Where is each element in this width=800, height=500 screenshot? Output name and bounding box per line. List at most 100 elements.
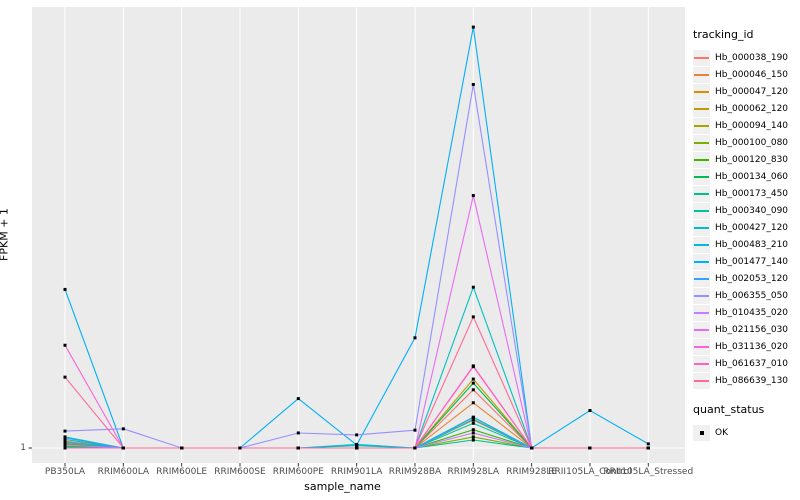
legend-item-Hb_001477_140: Hb_001477_140 (693, 253, 799, 270)
data-point-marker (355, 443, 359, 447)
data-point-marker (471, 415, 475, 419)
y-axis-title: FPKM + 1 (0, 208, 11, 261)
data-point-marker (180, 446, 184, 450)
data-point-marker (63, 437, 67, 441)
legend-key-line (694, 209, 709, 212)
data-point-marker (646, 446, 650, 450)
data-point-marker (588, 446, 592, 450)
legend-item-label: Hb_000173_450 (715, 188, 789, 199)
legend-item-label: Hb_010435_020 (715, 307, 789, 318)
data-point-marker (471, 381, 475, 385)
legend-item-Hb_010435_020: Hb_010435_020 (693, 304, 799, 321)
legend-item-label: Hb_000046_150 (715, 69, 789, 80)
legend-key-line (694, 260, 709, 263)
legend-key-swatch (693, 338, 710, 355)
square-point-icon (699, 430, 704, 435)
legend-item-Hb_000047_120: Hb_000047_120 (693, 83, 799, 100)
legend-key-line (694, 311, 709, 314)
point-legend-items: OK (693, 424, 799, 441)
legend-item-Hb_000134_060: Hb_000134_060 (693, 168, 799, 185)
data-point-marker (121, 427, 125, 431)
point-legend-item-label: OK (715, 427, 728, 438)
y-tick-label: 1 (20, 443, 26, 453)
data-point-marker (646, 442, 650, 446)
legend-item-label: Hb_002053_120 (715, 273, 789, 284)
legend-key-line (694, 362, 709, 365)
legend-key-swatch (693, 66, 710, 83)
data-point-marker (471, 82, 475, 86)
x-tick-label-RRIM928BA: RRIM928BA (388, 467, 442, 477)
legend-key-line (694, 175, 709, 178)
legend-item-Hb_000094_140: Hb_000094_140 (693, 117, 799, 134)
legend-key-line (694, 243, 709, 246)
data-point-marker (413, 336, 417, 340)
legend-key-swatch (693, 100, 710, 117)
data-point-marker (471, 417, 475, 421)
data-point-marker (63, 429, 67, 433)
data-point-marker (471, 428, 475, 432)
legend-item-label: Hb_006355_050 (715, 290, 789, 301)
legend-item-Hb_021156_030: Hb_021156_030 (693, 321, 799, 338)
legend-key-line (694, 56, 709, 59)
point-legend: quant_status OK (693, 403, 799, 441)
legend-item-label: Hb_031136_020 (715, 341, 789, 352)
legend-item-Hb_000483_210: Hb_000483_210 (693, 236, 799, 253)
legend-item-label: Hb_000062_120 (715, 103, 789, 114)
legend-key-line (694, 90, 709, 93)
legend-item-Hb_000173_450: Hb_000173_450 (693, 185, 799, 202)
data-point-marker (63, 375, 67, 379)
legend-key-line (694, 107, 709, 110)
legend-item-label: Hb_000134_060 (715, 171, 789, 182)
legend-key-swatch (693, 134, 710, 151)
legend-key-line (694, 192, 709, 195)
data-point-marker (588, 409, 592, 413)
legend-key-swatch (693, 185, 710, 202)
legend-key-line (694, 226, 709, 229)
data-point-marker (63, 436, 67, 440)
legend-item-label: Hb_086639_130 (715, 375, 789, 386)
data-point-marker (121, 446, 125, 450)
legend-item-Hb_000046_150: Hb_000046_150 (693, 66, 799, 83)
legend-key-swatch (693, 117, 710, 134)
x-tick-label-RRIM928LA: RRIM928LA (447, 467, 500, 477)
legend-item-label: Hb_000100_080 (715, 137, 789, 148)
legend-key-swatch (693, 168, 710, 185)
x-tick-label-RRIM600SE: RRIM600SE (214, 467, 266, 477)
legend-item-Hb_061637_010: Hb_061637_010 (693, 355, 799, 372)
data-point-marker (471, 431, 475, 435)
legend-key-line (694, 124, 709, 127)
data-point-marker (471, 365, 475, 369)
legend-item-label: Hb_000427_120 (715, 222, 789, 233)
legend-key-line (694, 73, 709, 76)
legend-key-line (694, 158, 709, 161)
data-point-marker (238, 446, 242, 450)
legend-panel: tracking_id Hb_000038_190 Hb_000046_150 Hb… (693, 28, 799, 441)
legend-key-swatch (693, 49, 710, 66)
legend-item-label: Hb_001477_140 (715, 256, 789, 267)
legend-key-swatch (693, 355, 710, 372)
data-point-marker (63, 343, 67, 347)
legend-key-swatch (693, 219, 710, 236)
plot-panel (32, 7, 685, 463)
legend-item-label: Hb_000047_120 (715, 86, 789, 97)
x-tick-label-RRIM600LE: RRIM600LE (156, 467, 208, 477)
data-point-marker (471, 435, 475, 439)
legend-item-Hb_006355_050: Hb_006355_050 (693, 287, 799, 304)
legend-item-Hb_000427_120: Hb_000427_120 (693, 219, 799, 236)
x-tick-label-RRII105LA_Stressed: RRII105LA_Stressed (603, 467, 694, 477)
legend-items: Hb_000038_190 Hb_000046_150 Hb_000047_120 H… (693, 49, 799, 389)
data-point-marker (471, 438, 475, 442)
legend-title-tracking-id: tracking_id (693, 28, 754, 41)
legend-item-Hb_086639_130: Hb_086639_130 (693, 372, 799, 389)
x-axis-title: sample_name (304, 480, 381, 493)
legend-item-label: Hb_000038_190 (715, 52, 789, 63)
data-point-marker (471, 315, 475, 319)
legend-key-line (694, 379, 709, 382)
x-tick-label-RRIM928LE: RRIM928LE (506, 467, 558, 477)
legend-key-line (694, 277, 709, 280)
data-point-marker (355, 446, 359, 450)
data-point-marker (530, 446, 534, 450)
data-point-marker (471, 25, 475, 29)
legend-key-swatch (693, 304, 710, 321)
